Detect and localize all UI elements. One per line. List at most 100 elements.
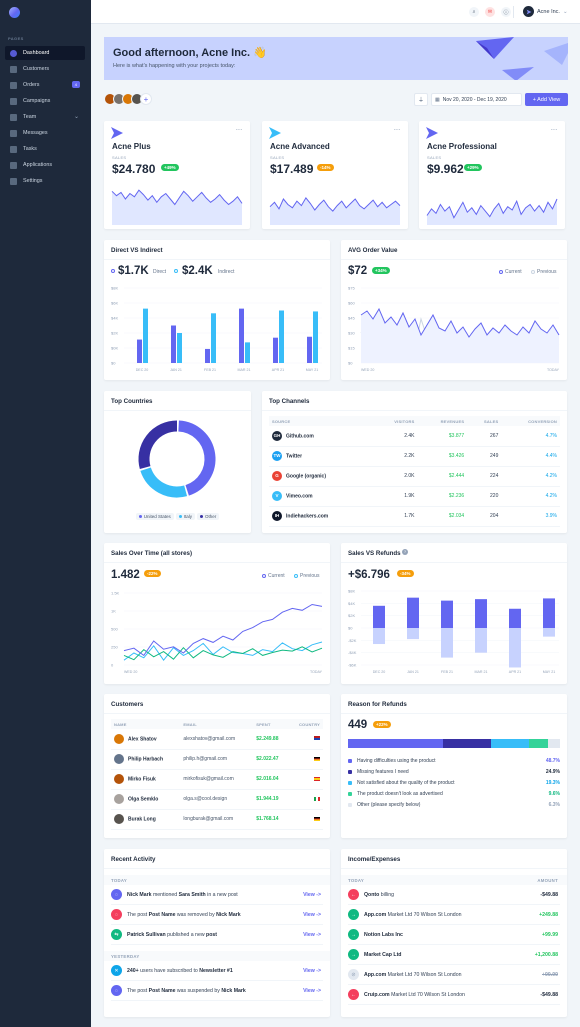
- transaction-row[interactable]: → Notion Labs Inc +99.99: [348, 925, 560, 945]
- bar-direct[interactable]: [205, 348, 210, 363]
- y-tick-label: $60: [348, 301, 355, 306]
- table-row[interactable]: V Vimeo.com 1.9K $2.236 220 4.2%: [269, 486, 560, 507]
- messages-icon[interactable]: ✉: [485, 7, 495, 17]
- bar-indirect[interactable]: [143, 308, 148, 363]
- bar-indirect[interactable]: [177, 333, 182, 363]
- sparkline-line: [269, 197, 401, 212]
- sidebar-item-label: Tasks: [23, 146, 37, 152]
- table-row[interactable]: Mirko Fisuk mirkofisuk@gmail.com $2.016.04: [111, 769, 323, 790]
- slice-united-states[interactable]: [178, 420, 216, 496]
- line-other[interactable]: [123, 646, 323, 661]
- bar-sales[interactable]: [475, 599, 487, 628]
- info-icon[interactable]: ?: [402, 549, 408, 555]
- legend-united-states[interactable]: United States: [135, 513, 174, 520]
- bar-indirect[interactable]: [211, 313, 216, 363]
- bar-sales[interactable]: [441, 600, 453, 628]
- table-row[interactable]: Olga Semklo olga.s@cool.design $1.944.19: [111, 789, 323, 810]
- view-link[interactable]: View ->: [303, 891, 321, 898]
- date-range-picker[interactable]: ▦ Nov 20, 2020 - Dec 19, 2020: [431, 93, 522, 106]
- more-options-icon[interactable]: ···: [393, 125, 401, 134]
- logo[interactable]: [9, 7, 20, 18]
- legend-previous[interactable]: Previous: [531, 269, 556, 275]
- bar-indirect[interactable]: [279, 310, 284, 364]
- sidebar-item-messages[interactable]: Messages: [5, 126, 85, 140]
- reason-segment[interactable]: [348, 739, 443, 748]
- transaction-row[interactable]: → App.com Market Ltd 70 Wilson St London +…: [348, 905, 560, 925]
- bar-sales[interactable]: [407, 597, 419, 628]
- table-row[interactable]: Philip Harbach philip.h@gmail.com $2.022.4…: [111, 749, 323, 770]
- line-current[interactable]: [123, 603, 323, 657]
- reason-color-swatch: [348, 770, 352, 774]
- bar-sales[interactable]: [373, 605, 385, 628]
- legend-other[interactable]: Other: [197, 513, 220, 520]
- bar-refunds[interactable]: [543, 628, 555, 637]
- view-link[interactable]: View ->: [303, 911, 321, 918]
- bar-direct[interactable]: [273, 337, 278, 363]
- line-previous[interactable]: [123, 641, 323, 662]
- reason-color-swatch: [348, 759, 352, 763]
- bar-indirect[interactable]: [313, 311, 318, 363]
- bar-direct[interactable]: [137, 339, 142, 363]
- view-link[interactable]: View ->: [303, 931, 321, 938]
- bar-direct[interactable]: [307, 336, 312, 363]
- view-link[interactable]: View ->: [303, 987, 321, 994]
- sidebar-item-dashboard[interactable]: Dashboard: [5, 46, 85, 60]
- table-row[interactable]: TW Twitter 2.2K $3.426 249 4.4%: [269, 446, 560, 467]
- reason-segment[interactable]: [442, 739, 492, 748]
- slice-italy[interactable]: [140, 467, 188, 498]
- more-options-icon[interactable]: ···: [550, 125, 558, 134]
- bar-refunds[interactable]: [441, 628, 453, 658]
- transaction-row[interactable]: → Market Cap Ltd +1,200.88: [348, 945, 560, 965]
- legend-italy[interactable]: Italy: [175, 513, 195, 520]
- table-row[interactable]: Alex Shatov alexshatov@gmail.com $2.249.88: [111, 729, 323, 750]
- indirect-label: Indirect: [218, 269, 235, 275]
- sidebar-item-orders[interactable]: Orders 4: [5, 78, 85, 92]
- table-row[interactable]: G Google (organic) 2.0K $2.444 224 4.2%: [269, 466, 560, 487]
- messages-icon: [10, 129, 17, 137]
- product-sparkline: [269, 197, 401, 225]
- legend-previous[interactable]: Previous: [294, 573, 319, 579]
- user-menu[interactable]: Acne Inc. ⌄: [523, 6, 568, 17]
- more-options-icon[interactable]: ···: [235, 125, 243, 134]
- sparkline-line: [111, 189, 243, 206]
- y-tick-label: $6K: [111, 301, 118, 306]
- bar-sales[interactable]: [543, 598, 555, 628]
- y-tick-label: $0: [111, 361, 116, 366]
- bar-direct[interactable]: [171, 325, 176, 364]
- bar-indirect[interactable]: [245, 342, 250, 363]
- reason-segment[interactable]: [491, 739, 530, 748]
- filter-button[interactable]: ⏚: [414, 93, 428, 106]
- reason-segment[interactable]: [529, 739, 548, 748]
- table-row[interactable]: GH Github.com 2.4K $3.877 267 4.7%: [269, 426, 560, 447]
- transaction-row[interactable]: ← Qonto billing -$49.88: [348, 885, 560, 905]
- slice-other[interactable]: [138, 420, 178, 470]
- transaction-row[interactable]: ← Cruip.com Market Ltd 70 Wilson St Londo…: [348, 985, 560, 1005]
- legend-current[interactable]: Current: [499, 269, 522, 275]
- info-icon[interactable]: ⓘ: [501, 7, 511, 17]
- bar-sales[interactable]: [509, 608, 521, 628]
- sidebar-item-campaigns[interactable]: Campaigns: [5, 94, 85, 108]
- sidebar-item-applications[interactable]: Applications: [5, 158, 85, 172]
- sidebar-item-label: Dashboard: [23, 50, 50, 56]
- legend-current[interactable]: Current: [262, 573, 285, 579]
- search-icon[interactable]: ⌕: [469, 7, 479, 17]
- sidebar-item-customers[interactable]: Customers: [5, 62, 85, 76]
- add-member-button[interactable]: +: [140, 93, 152, 105]
- refund-reasons-card: Reason for Refunds 449 +22% Having diffi…: [341, 694, 567, 838]
- bar-refunds[interactable]: [509, 628, 521, 668]
- table-row[interactable]: Burak Long longburak@gmail.com $1.768.14: [111, 809, 323, 830]
- reason-segment[interactable]: [547, 739, 560, 748]
- line-current[interactable]: [360, 307, 560, 338]
- table-row[interactable]: IH Indiehackers.com 1.7K $2.034 204 3.9%: [269, 506, 560, 527]
- bar-refunds[interactable]: [475, 628, 487, 653]
- bar-refunds[interactable]: [373, 628, 385, 645]
- bar-direct[interactable]: [239, 308, 244, 363]
- add-view-button[interactable]: + Add View: [525, 93, 568, 106]
- sidebar-item-team[interactable]: Team ⌄: [5, 110, 85, 124]
- view-link[interactable]: View ->: [303, 967, 321, 974]
- transaction-row[interactable]: ⊘ App.com Market Ltd 70 Wilson St London +…: [348, 965, 560, 985]
- bar-refunds[interactable]: [407, 628, 419, 640]
- sidebar-item-settings[interactable]: Settings: [5, 174, 85, 188]
- sidebar-item-tasks[interactable]: Tasks: [5, 142, 85, 156]
- channel-icon: GH: [272, 430, 282, 441]
